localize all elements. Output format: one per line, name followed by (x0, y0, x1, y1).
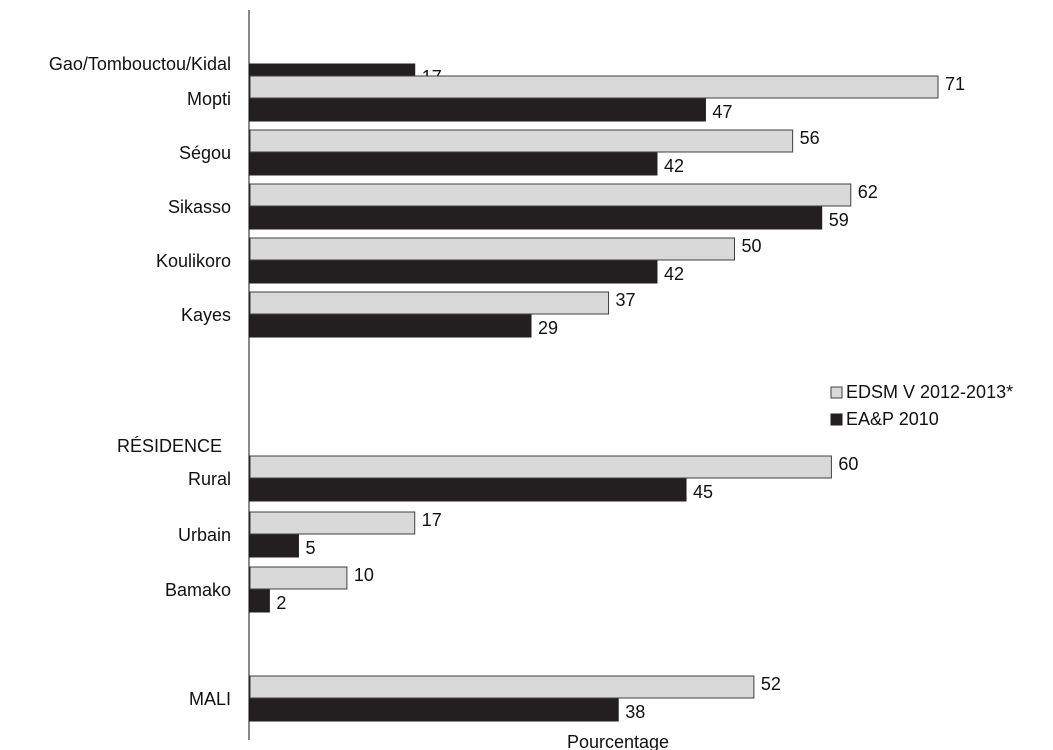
category-label-mopti: Mopti (187, 89, 231, 109)
legend-label-edsm: EDSM V 2012-2013* (846, 382, 1013, 402)
category-label-mali: MALI (189, 689, 231, 709)
data-label-bamako-edsm: 10 (354, 565, 374, 585)
category-label-kayes: Kayes (181, 305, 231, 325)
bar-urbain-edsm (249, 511, 416, 535)
data-label-kayes-edsm: 37 (616, 290, 636, 310)
data-label-segou-edsm: 56 (800, 128, 820, 148)
data-label-kayes-eap: 29 (538, 318, 558, 338)
bar-rural-eap (249, 478, 687, 502)
bar-koulikoro-edsm (249, 237, 735, 261)
data-label-mali-eap: 38 (625, 702, 645, 722)
bar-sikasso-eap (249, 206, 823, 230)
data-label-urbain-eap: 5 (305, 538, 315, 558)
bar-koulikoro-eap (249, 260, 658, 284)
bar-mopti-edsm (249, 75, 939, 99)
category-label-bamako: Bamako (165, 580, 231, 600)
section-heading: RÉSIDENCE (117, 436, 222, 456)
bar-rural-edsm (249, 455, 832, 479)
bar-mali-edsm (249, 675, 755, 699)
bar-mopti-eap (249, 98, 706, 122)
data-label-sikasso-edsm: 62 (858, 182, 878, 202)
data-label-urbain-edsm: 17 (422, 510, 442, 530)
data-label-mopti-edsm: 71 (945, 74, 965, 94)
bar-sikasso-edsm (249, 183, 852, 207)
category-label-koulikoro: Koulikoro (156, 251, 231, 271)
category-labels: Gao/Tombouctou/Kidal Mopti Ségou Sikasso Kou… (49, 54, 231, 709)
bar-segou-eap (249, 152, 658, 176)
bar-bamako-edsm (249, 566, 348, 590)
bar-bamako-eap (249, 589, 270, 613)
bar-kayes-eap (249, 314, 532, 338)
category-label-rural: Rural (188, 469, 231, 489)
bar-mali-eap (249, 698, 619, 722)
category-label-urbain: Urbain (178, 525, 231, 545)
bar-urbain-eap (249, 534, 299, 558)
data-label-koulikoro-eap: 42 (664, 264, 684, 284)
x-axis-title: Pourcentage (567, 732, 669, 750)
bars-group: 177147564262595042372960451751025238 (249, 63, 965, 722)
legend-swatch-edsm (830, 386, 843, 399)
category-label-segou: Ségou (179, 143, 231, 163)
data-label-mopti-eap: 47 (712, 102, 732, 122)
data-label-rural-eap: 45 (693, 482, 713, 502)
data-label-segou-eap: 42 (664, 156, 684, 176)
data-label-mali-edsm: 52 (761, 674, 781, 694)
bar-kayes-edsm (249, 291, 610, 315)
data-label-bamako-eap: 2 (276, 593, 286, 613)
legend-swatch-eap (830, 413, 843, 426)
category-label-sikasso: Sikasso (168, 197, 231, 217)
data-label-sikasso-eap: 59 (829, 210, 849, 230)
data-label-koulikoro-edsm: 50 (742, 236, 762, 256)
category-label-gao-tombouctou-kidal: Gao/Tombouctou/Kidal (49, 54, 231, 74)
data-label-rural-edsm: 60 (838, 454, 858, 474)
legend: EDSM V 2012-2013* EA&P 2010 (830, 382, 1013, 429)
legend-label-eap: EA&P 2010 (846, 409, 939, 429)
bar-segou-edsm (249, 129, 794, 153)
